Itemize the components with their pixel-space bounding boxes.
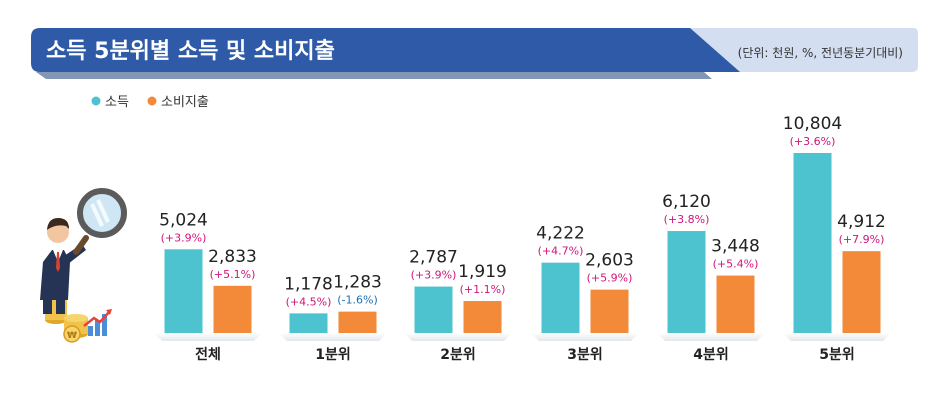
legend-label-spending: 소비지출 <box>161 95 209 110</box>
bar-group-plate <box>783 333 891 341</box>
change-label: (+3.9%) <box>161 231 207 244</box>
change-label: (-1.6%) <box>337 294 378 307</box>
bar-income <box>793 153 832 333</box>
value-label: 1,283 <box>333 273 382 293</box>
value-label: 2,833 <box>208 247 257 267</box>
bar-group-plate <box>657 333 765 341</box>
bar-spending <box>338 311 377 333</box>
change-label: (+3.6%) <box>790 135 836 148</box>
change-label: (+5.4%) <box>713 258 759 271</box>
category-label: 3분위 <box>567 347 603 363</box>
change-label: (+7.9%) <box>839 233 885 246</box>
change-label: (+5.1%) <box>210 268 256 281</box>
title-band <box>31 28 740 72</box>
category-label: 2분위 <box>440 347 476 363</box>
legend-swatch-spending <box>147 96 157 106</box>
value-label: 1,178 <box>284 274 333 294</box>
change-label: (+4.5%) <box>286 295 332 308</box>
category-label: 5분위 <box>819 347 855 363</box>
title-band-shadow <box>36 72 712 79</box>
legend-swatch-income <box>91 96 101 106</box>
value-label: 4,912 <box>837 212 886 232</box>
value-label: 2,787 <box>409 248 458 268</box>
bar-income <box>667 231 706 333</box>
bar-spending <box>590 289 629 333</box>
businessman-magnifier-illustration: ₩ <box>40 188 127 343</box>
change-label: (+3.9%) <box>411 269 457 282</box>
value-label: 1,919 <box>458 262 507 282</box>
change-label: (+5.9%) <box>587 272 633 285</box>
category-label: 전체 <box>195 346 221 363</box>
change-label: (+4.7%) <box>538 245 584 258</box>
change-label: (+3.8%) <box>664 213 710 226</box>
bar-spending <box>842 251 881 333</box>
value-label: 10,804 <box>783 114 842 134</box>
unit-note: (단위: 천원, %, 전년동분기대비) <box>738 45 903 60</box>
legend-label-income: 소득 <box>105 95 129 110</box>
bar-income <box>414 286 453 333</box>
value-label: 3,448 <box>711 237 760 257</box>
legend: 소득 소비지출 <box>91 95 209 110</box>
bar-group-plate <box>279 333 387 341</box>
bar-income <box>289 313 328 333</box>
svg-text:₩: ₩ <box>67 331 77 341</box>
change-label: (+1.1%) <box>460 283 506 296</box>
bar-income <box>541 262 580 333</box>
value-label: 6,120 <box>662 192 711 212</box>
category-label: 4분위 <box>693 347 729 363</box>
bar-spending <box>463 301 502 333</box>
bars-layer: (+3.9%)5,024(+5.1%)2,833전체(+4.5%)1,178(-… <box>154 114 891 363</box>
value-label: 5,024 <box>159 210 208 230</box>
bar-spending <box>716 275 755 333</box>
value-label: 2,603 <box>585 251 634 271</box>
value-label: 4,222 <box>536 224 585 244</box>
bar-group-plate <box>531 333 639 341</box>
bar-group-plate <box>404 333 512 341</box>
header-banner: 소득 5분위별 소득 및 소비지출 (단위: 천원, %, 전년동분기대비) <box>31 28 918 79</box>
bar-spending <box>213 285 252 333</box>
page-title: 소득 5분위별 소득 및 소비지출 <box>46 39 335 64</box>
category-label: 1분위 <box>315 347 351 363</box>
bar-group-plate <box>154 333 262 341</box>
bar-income <box>164 249 203 333</box>
